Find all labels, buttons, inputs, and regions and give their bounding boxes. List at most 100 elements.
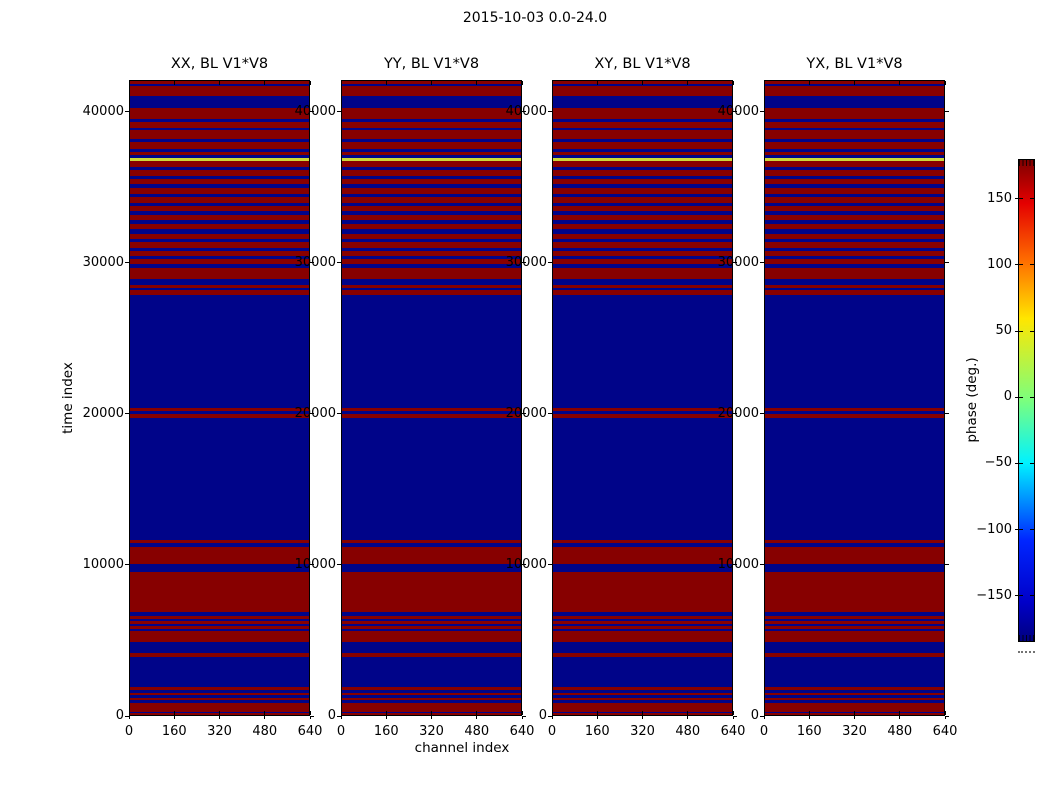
x-tick-mark bbox=[219, 81, 220, 85]
phase-stripe bbox=[130, 279, 309, 285]
phase-stripe bbox=[553, 411, 732, 414]
y-tick-label: 30000 bbox=[294, 254, 336, 270]
y-tick-mark bbox=[522, 715, 526, 717]
colorbar-tick-mark bbox=[1015, 264, 1023, 266]
y-tick-mark bbox=[125, 564, 129, 566]
y-tick-mark bbox=[310, 111, 314, 113]
colorbar-tick-label: −100 bbox=[976, 521, 1012, 537]
phase-stripe bbox=[130, 251, 309, 256]
phase-stripe bbox=[130, 229, 309, 234]
phase-stripe bbox=[765, 290, 944, 295]
phase-stripe bbox=[342, 184, 521, 188]
phase-stripe bbox=[342, 629, 521, 631]
phase-stripe bbox=[130, 248, 309, 251]
phase-stripe bbox=[553, 155, 732, 158]
phase-stripe bbox=[765, 256, 944, 259]
y-tick-mark bbox=[733, 111, 737, 113]
phase-stripe bbox=[553, 234, 732, 239]
phase-stripe bbox=[342, 158, 521, 161]
x-tick-mark bbox=[173, 711, 175, 715]
phase-stripe bbox=[130, 188, 309, 194]
phase-stripe bbox=[765, 215, 944, 220]
phase-stripe bbox=[553, 96, 732, 108]
x-tick-mark bbox=[521, 716, 523, 719]
x-tick-mark bbox=[431, 711, 432, 715]
phase-stripe bbox=[765, 96, 944, 108]
x-tick-mark bbox=[944, 81, 946, 85]
y-tick-label: 20000 bbox=[82, 405, 124, 421]
phase-stripe bbox=[130, 84, 309, 86]
y-tick-mark bbox=[760, 111, 764, 113]
y-tick-mark bbox=[310, 715, 314, 717]
x-tick-label: 0 bbox=[759, 724, 769, 739]
phase-stripe bbox=[342, 268, 521, 279]
y-tick-label: 10000 bbox=[294, 556, 336, 572]
phase-stripe bbox=[130, 259, 309, 264]
phase-stripe bbox=[342, 229, 521, 234]
phase-stripe bbox=[553, 128, 732, 130]
x-tick-mark bbox=[596, 716, 598, 719]
phase-stripe bbox=[765, 220, 944, 224]
phase-stripe bbox=[553, 167, 732, 170]
phase-stripe bbox=[342, 188, 521, 194]
colorbar-tick-mark bbox=[1030, 529, 1035, 531]
y-tick-label: 10000 bbox=[717, 556, 759, 572]
phase-stripe bbox=[553, 176, 732, 179]
phase-stripe bbox=[765, 86, 944, 96]
phase-stripe bbox=[765, 152, 944, 155]
phase-stripe bbox=[342, 149, 521, 152]
phase-stripe bbox=[765, 279, 944, 285]
y-tick-label: 0 bbox=[538, 708, 547, 723]
phase-stripe bbox=[130, 703, 309, 712]
colorbar-tick-mark bbox=[1030, 462, 1035, 464]
phase-stripe bbox=[765, 139, 944, 142]
x-tick-label: 640 bbox=[297, 724, 323, 739]
y-tick-mark bbox=[945, 413, 949, 415]
phase-stripe bbox=[342, 84, 521, 86]
colorbar-tick-label: 50 bbox=[995, 323, 1012, 339]
x-tick-mark bbox=[551, 81, 553, 85]
phase-stripe bbox=[765, 239, 944, 242]
phase-stripe bbox=[342, 176, 521, 179]
phase-stripe bbox=[553, 215, 732, 220]
x-tick-mark bbox=[173, 81, 175, 85]
phase-stripe bbox=[130, 170, 309, 176]
phase-stripe bbox=[765, 264, 944, 268]
phase-stripe bbox=[553, 295, 732, 408]
phase-stripe bbox=[553, 624, 732, 626]
phase-stripe bbox=[130, 693, 309, 695]
phase-stripe bbox=[130, 698, 309, 700]
phase-stripe bbox=[553, 693, 732, 695]
phase-stripe bbox=[130, 149, 309, 152]
phase-stripe bbox=[765, 653, 944, 657]
phase-stripe bbox=[130, 619, 309, 621]
phase-stripe bbox=[553, 139, 732, 142]
x-tick-mark bbox=[340, 716, 342, 719]
phase-stripe bbox=[130, 128, 309, 130]
phase-stripe bbox=[130, 152, 309, 155]
x-tick-mark bbox=[340, 81, 342, 85]
y-tick-label: 30000 bbox=[505, 254, 547, 270]
phase-stripe bbox=[553, 543, 732, 547]
y-tick-mark bbox=[310, 262, 314, 264]
phase-stripe bbox=[342, 288, 521, 290]
y-tick-mark bbox=[733, 715, 737, 717]
x-tick-mark bbox=[763, 711, 765, 715]
phase-stripe bbox=[553, 194, 732, 197]
phase-stripe bbox=[765, 564, 944, 572]
phase-stripe bbox=[553, 119, 732, 122]
phase-stripe bbox=[342, 259, 521, 264]
phase-stripe bbox=[765, 657, 944, 687]
phase-stripe bbox=[130, 414, 309, 418]
phase-stripe bbox=[130, 687, 309, 690]
x-tick-mark bbox=[854, 711, 855, 715]
phase-stripe bbox=[342, 239, 521, 242]
phase-stripe bbox=[765, 629, 944, 631]
x-tick-mark bbox=[642, 716, 643, 719]
x-tick-mark bbox=[551, 716, 553, 719]
x-tick-mark bbox=[264, 716, 266, 719]
phase-stripe bbox=[765, 161, 944, 167]
y-tick-label: 40000 bbox=[294, 103, 336, 119]
phase-stripe bbox=[765, 621, 944, 624]
